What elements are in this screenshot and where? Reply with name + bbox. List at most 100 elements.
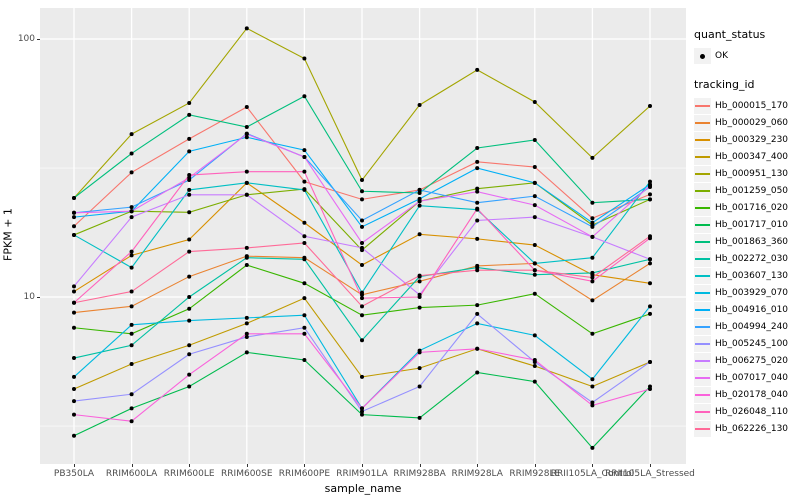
data-point <box>360 263 364 268</box>
legend-item-label: Hb_000951_130 <box>715 168 789 179</box>
data-point <box>129 151 134 156</box>
data-point <box>129 304 134 309</box>
x-axis-title: sample_name <box>324 482 402 495</box>
x-tick-label: RRIM600LA <box>105 469 158 479</box>
data-point <box>302 148 307 153</box>
legend-item-Hb_000347_400: Hb_000347_400 <box>694 148 800 165</box>
series-color-line-icon <box>695 376 710 379</box>
data-point <box>417 384 422 389</box>
legend-item-Hb_062226_130: Hb_062226_130 <box>694 420 800 437</box>
data-point <box>648 304 652 309</box>
data-point <box>187 372 192 377</box>
chart-canvas <box>40 8 686 464</box>
series-color-line-icon <box>695 155 710 158</box>
series-color-line-icon <box>695 223 710 226</box>
legend-item-label: Hb_001717_010 <box>715 219 789 230</box>
data-point <box>187 274 192 279</box>
data-point <box>129 253 134 258</box>
data-point <box>417 232 422 237</box>
data-point <box>532 165 537 170</box>
data-point <box>590 400 595 405</box>
data-point <box>532 268 537 273</box>
x-tick-mark <box>131 464 133 467</box>
data-point <box>72 289 76 294</box>
data-point <box>72 232 76 237</box>
data-point <box>129 392 134 397</box>
data-point <box>302 240 307 245</box>
data-point <box>187 352 192 357</box>
data-point <box>72 433 76 438</box>
data-point <box>590 224 595 229</box>
series-color-line-icon <box>695 393 710 396</box>
data-point <box>302 296 307 301</box>
data-point <box>590 279 595 284</box>
data-point <box>187 318 192 323</box>
data-point <box>475 67 480 72</box>
legend-item-Hb_004994_240: Hb_004994_240 <box>694 318 800 335</box>
data-point <box>72 325 76 330</box>
legend-item-Hb_000951_130: Hb_000951_130 <box>694 165 800 182</box>
data-point <box>302 94 307 99</box>
legend-item-Hb_003929_070: Hb_003929_070 <box>694 284 800 301</box>
legend-item-Hb_026048_110: Hb_026048_110 <box>694 403 800 420</box>
data-point <box>187 136 192 141</box>
data-point <box>187 112 192 117</box>
data-point <box>532 379 537 384</box>
legend-item-label: Hb_006275_020 <box>715 355 789 366</box>
series-color-line-icon <box>695 240 710 243</box>
legend-key-swatch <box>694 335 711 352</box>
legend-item-label: Hb_026048_110 <box>715 406 789 417</box>
series-color-line-icon <box>695 104 710 107</box>
data-point <box>590 216 595 221</box>
data-point <box>417 350 422 355</box>
data-point <box>302 187 307 192</box>
data-point <box>129 419 134 424</box>
series-color-line-icon <box>695 206 710 209</box>
data-point <box>590 270 595 275</box>
data-point <box>187 100 192 105</box>
data-point <box>590 403 595 408</box>
legend-item-label: Hb_001259_050 <box>715 185 789 196</box>
legend-item-label: Hb_003929_070 <box>715 287 789 298</box>
series-color-line-icon <box>695 325 710 328</box>
data-point <box>187 192 192 197</box>
data-point <box>129 322 134 327</box>
data-point <box>187 210 192 215</box>
data-point <box>590 384 595 389</box>
legend-item-label: Hb_000347_400 <box>715 151 789 162</box>
legend-key-swatch <box>694 284 711 301</box>
data-point <box>417 203 422 208</box>
data-point <box>187 149 192 154</box>
legend-key-swatch <box>694 369 711 386</box>
data-point <box>475 189 480 194</box>
x-tick-label: RRIM600LE <box>163 469 215 479</box>
data-point <box>475 321 480 326</box>
data-point <box>302 220 307 225</box>
data-point <box>129 215 134 220</box>
data-point <box>302 56 307 61</box>
y-tick-label: 10 <box>23 292 35 302</box>
legend-key-swatch <box>694 216 711 233</box>
legend-item-Hb_020178_040: Hb_020178_040 <box>694 386 800 403</box>
data-point <box>475 346 480 351</box>
data-point <box>475 303 480 308</box>
x-tick-mark <box>189 464 191 467</box>
data-point <box>72 399 76 404</box>
data-point <box>360 338 364 343</box>
data-point <box>475 186 480 191</box>
data-point <box>648 234 652 239</box>
data-point <box>590 255 595 260</box>
data-point <box>129 361 134 366</box>
data-point <box>532 203 537 208</box>
data-point <box>590 275 595 280</box>
data-point <box>417 199 422 204</box>
series-color-line-icon <box>695 427 710 430</box>
data-point <box>302 325 307 330</box>
data-point <box>360 412 364 417</box>
legend-item-Hb_004916_010: Hb_004916_010 <box>694 301 800 318</box>
data-point <box>129 132 134 137</box>
x-tick-label: RRII105LA_Stressed <box>605 469 695 479</box>
legend-title-quant-status: quant_status <box>694 28 766 41</box>
x-tick-mark <box>592 464 594 467</box>
data-point <box>590 220 595 225</box>
